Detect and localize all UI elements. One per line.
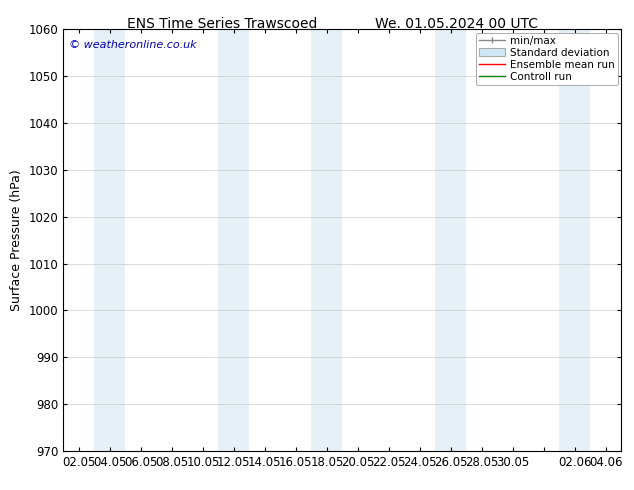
Bar bbox=[559, 29, 590, 451]
Text: We. 01.05.2024 00 UTC: We. 01.05.2024 00 UTC bbox=[375, 17, 538, 31]
Text: © weatheronline.co.uk: © weatheronline.co.uk bbox=[69, 40, 197, 50]
Bar bbox=[436, 29, 467, 451]
Y-axis label: Surface Pressure (hPa): Surface Pressure (hPa) bbox=[10, 169, 23, 311]
Legend: min/max, Standard deviation, Ensemble mean run, Controll run: min/max, Standard deviation, Ensemble me… bbox=[476, 32, 618, 85]
Bar bbox=[218, 29, 249, 451]
Text: ENS Time Series Trawscoed: ENS Time Series Trawscoed bbox=[127, 17, 317, 31]
Bar bbox=[311, 29, 342, 451]
Bar bbox=[94, 29, 126, 451]
